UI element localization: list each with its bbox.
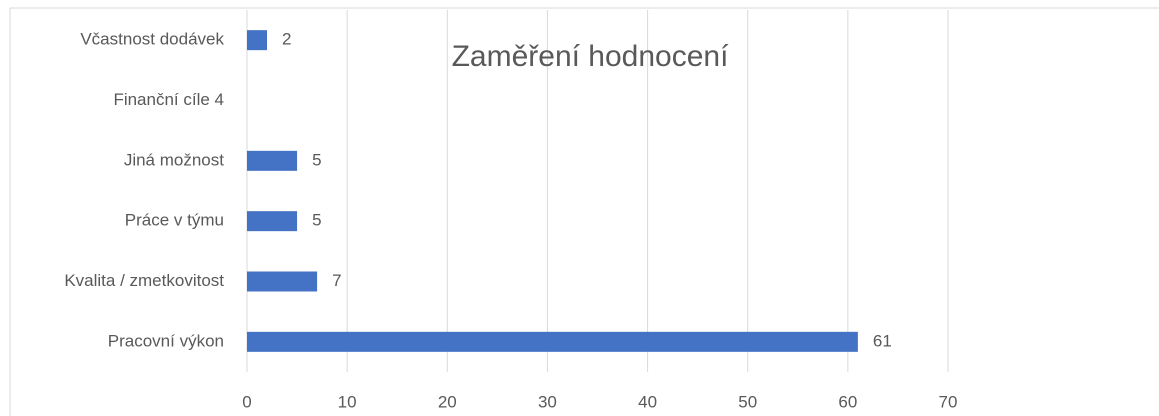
x-tick-label: 20: [438, 392, 457, 411]
data-label: 5: [312, 150, 321, 169]
chart-title: Zaměření hodnocení: [452, 40, 730, 73]
y-tick-label: Pracovní výkon: [108, 331, 224, 350]
y-tick-label: Kvalita / zmetkovitost: [64, 271, 224, 290]
data-label: 2: [282, 30, 291, 49]
y-tick-label: Včastnost dodávek: [80, 30, 224, 49]
bar: [247, 211, 298, 232]
bar: [247, 331, 858, 352]
data-label: 5: [312, 211, 321, 230]
y-tick-label: Práce v týmu: [125, 211, 224, 230]
data-label: 61: [873, 331, 892, 350]
data-label: 7: [332, 271, 341, 290]
y-tick-label: Jiná možnost: [124, 150, 224, 169]
x-tick-label: 0: [242, 392, 251, 411]
bar: [247, 150, 298, 171]
x-tick-label: 40: [638, 392, 657, 411]
chart-border: [9, 7, 1159, 416]
bar: [247, 271, 318, 292]
y-tick-label: Finanční cíle 4: [113, 90, 224, 109]
x-tick-label: 10: [338, 392, 357, 411]
x-tick-label: 60: [838, 392, 857, 411]
x-tick-label: 50: [738, 392, 757, 411]
bar: [247, 30, 268, 51]
x-tick-label: 30: [538, 392, 557, 411]
x-tick-label: 70: [939, 392, 958, 411]
